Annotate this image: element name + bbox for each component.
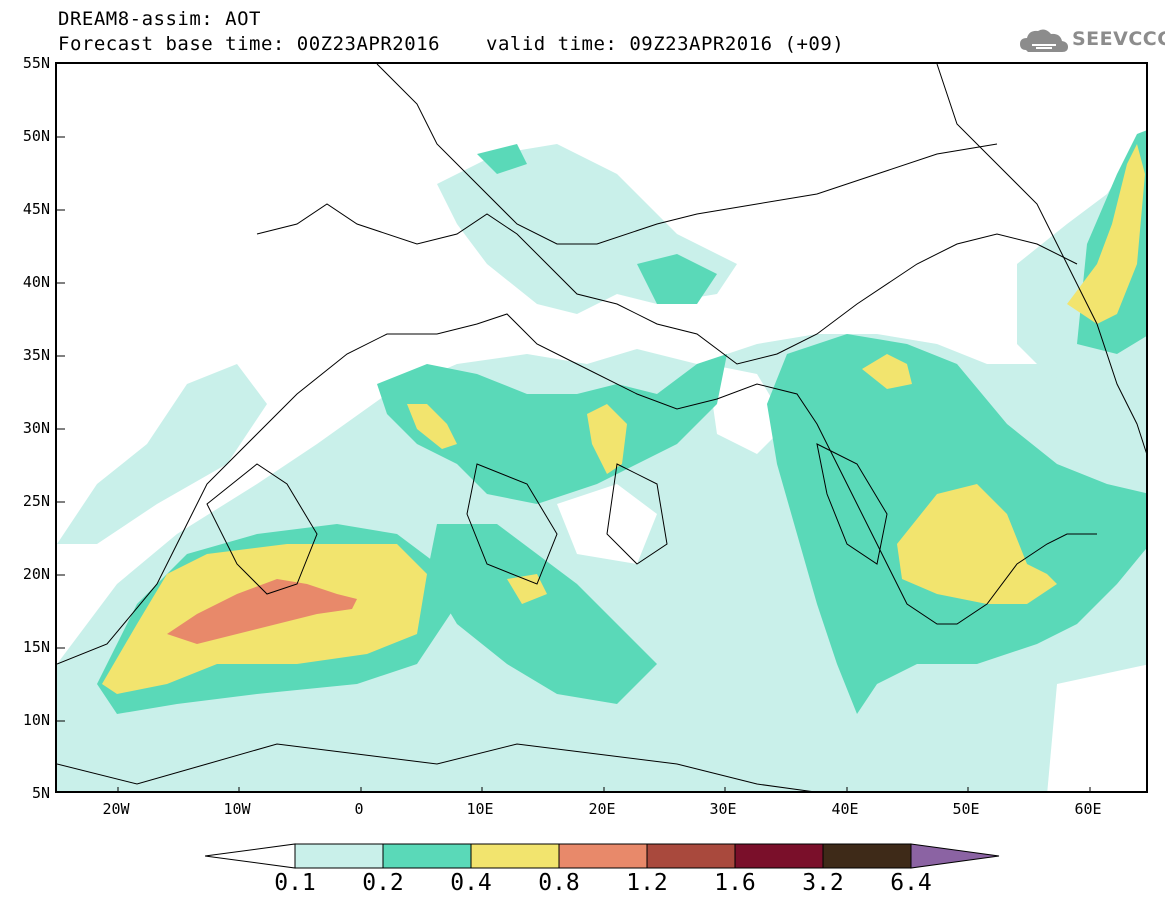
lat-label: 5N [31, 784, 50, 802]
aot-low-holes [557, 364, 1146, 791]
colorbar-low-arrow [205, 843, 296, 869]
time-info: Forecast base time: 00Z23APR2016 valid ti… [58, 33, 844, 55]
lat-label: 55N [22, 54, 50, 72]
colorbar-swatch [822, 843, 912, 869]
lat-label: 15N [22, 638, 50, 656]
colorbar [205, 843, 1000, 869]
colorbar-label: 3.2 [802, 870, 844, 896]
colorbar-label: 6.4 [890, 870, 932, 896]
lon-label: 60E [1074, 800, 1102, 818]
coastlines [57, 64, 1146, 791]
colorbar-swatch [470, 843, 560, 869]
lon-label: 10E [466, 800, 494, 818]
map-area [55, 62, 1148, 793]
lat-label: 25N [22, 492, 50, 510]
valid-time: valid time: 09Z23APR2016 (+09) [486, 33, 845, 55]
colorbar-label: 0.2 [362, 870, 404, 896]
colorbar-swatch [646, 843, 736, 869]
colorbar-label: 1.6 [714, 870, 756, 896]
lon-label: 40E [831, 800, 859, 818]
lon-label: 20W [102, 800, 130, 818]
axis-ticks [57, 136, 1091, 791]
lon-label: 0 [354, 800, 364, 818]
colorbar-label: 0.4 [450, 870, 492, 896]
colorbar-swatch [558, 843, 648, 869]
colorbar-swatch [382, 843, 472, 869]
colorbar-swatch [294, 843, 384, 869]
aot-contour-0.8 [167, 579, 357, 644]
logo-text: SEEVCCC [1072, 28, 1165, 50]
aot-map [57, 64, 1146, 791]
lat-label: 45N [22, 200, 50, 218]
chart-title: DREAM8-assim: AOT [58, 8, 261, 30]
colorbar-high-arrow [910, 843, 1000, 869]
lat-label: 10N [22, 711, 50, 729]
lat-label: 40N [22, 273, 50, 291]
lon-label: 20E [588, 800, 616, 818]
lat-label: 30N [22, 419, 50, 437]
lat-label: 50N [22, 127, 50, 145]
colorbar-label: 0.1 [274, 870, 316, 896]
colorbar-label: 1.2 [626, 870, 668, 896]
lon-label: 10W [223, 800, 251, 818]
cloud-logo-icon [1020, 29, 1068, 52]
base-time: Forecast base time: 00Z23APR2016 [58, 33, 441, 55]
lon-label: 50E [952, 800, 980, 818]
colorbar-swatch [734, 843, 824, 869]
lat-label: 35N [22, 346, 50, 364]
lat-label: 20N [22, 565, 50, 583]
colorbar-label: 0.8 [538, 870, 580, 896]
lon-label: 30E [709, 800, 737, 818]
